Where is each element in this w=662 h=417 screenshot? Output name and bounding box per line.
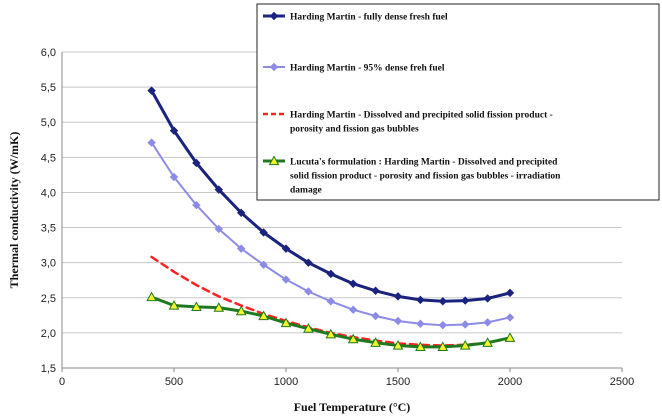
y-tick-label: 2,5 [41,293,56,305]
y-axis-title: Thermal conductivity (W/mK) [7,132,21,289]
data-point [371,286,380,295]
legend-label: damage [290,186,322,196]
data-point [460,296,470,305]
axes-layer [61,52,622,369]
data-point [235,305,247,316]
legend: Harding Martin - fully dense fresh fuel H… [256,3,660,201]
data-point [326,297,336,306]
data-point [304,287,313,296]
data-point [416,319,425,328]
y-tick-label: 2,0 [41,328,56,340]
x-tick-label: 500 [165,376,183,388]
data-point [415,341,426,352]
legend-box [256,3,660,201]
data-point [460,320,470,329]
data-point [258,310,269,321]
legend-label: Lucuta's formulation : Harding Martin - … [290,158,558,168]
data-point [438,297,448,306]
data-point [303,323,314,333]
y-tick-label: 3,0 [41,258,56,270]
data-point [348,279,358,288]
y-tick-label: 1,5 [41,363,56,375]
data-point [236,208,246,218]
data-point [259,260,268,269]
data-point [505,288,515,298]
data-point [191,301,202,312]
data-point [393,316,403,326]
data-point [483,294,492,303]
y-tick-label: 5,0 [41,117,56,129]
y-tick-label: 4,0 [41,187,56,199]
y-tick-label: 6,0 [41,47,56,59]
data-point [214,185,224,194]
data-point [236,244,246,253]
data-point [214,224,224,234]
data-point [325,328,337,339]
series-1 [147,86,515,306]
legend-entry: Harding Martin - Dissolved and precipite… [263,111,553,135]
y-tick-label: 3,5 [41,223,56,235]
data-point [483,318,492,327]
data-point [504,332,516,342]
x-tick-label: 2000 [498,376,522,388]
data-point [168,299,180,310]
data-point [371,311,380,321]
data-point [393,292,403,301]
data-point [326,269,336,279]
data-point [505,313,515,322]
data-point [213,302,225,312]
data-point [281,275,291,284]
legend-entry: Harding Martin - fully dense fresh fuel [263,11,448,23]
series-2 [147,138,515,330]
x-tick-label: 2500 [610,376,634,388]
series-layer [146,86,516,352]
legend-marker [269,62,279,72]
legend-entry: Harding Martin - 95% dense freh fuel [263,62,445,74]
data-point [280,317,292,328]
data-point [192,158,201,168]
data-point [416,295,425,305]
y-tick-label: 5,5 [41,82,56,94]
series-4 [146,291,516,352]
data-point [348,305,358,314]
legend-label: Harding Martin - fully dense fresh fuel [290,13,448,23]
data-point [147,138,156,147]
data-point [259,228,268,237]
data-point [437,341,449,352]
legend-label: Harding Martin - Dissolved and precipite… [290,111,553,121]
legend-label: solid fission product - porosity and fis… [290,172,561,182]
data-point [281,244,291,253]
x-tick-label: 0 [59,376,65,388]
legend-label: Harding Martin - 95% dense freh fuel [290,64,445,74]
data-point [392,339,404,350]
data-point [438,320,448,330]
data-point [192,200,201,210]
legend-marker [268,155,280,166]
data-point [169,172,179,182]
data-point [347,333,359,344]
x-axis-title: Fuel Temperature (°C) [294,400,411,414]
y-tick-label: 4,5 [41,152,56,164]
data-point [482,337,493,347]
data-point [459,339,471,350]
legend-label: porosity and fission gas bubbles [290,125,419,135]
x-tick-label: 1000 [274,376,298,388]
legend-entry: Lucuta's formulation : Harding Martin - … [263,155,561,196]
data-point [169,126,179,135]
tick-labels: 1,5 2,0 2,5 3,0 3,5 4,0 4,5 5,0 5,5 6,0 0 500 1000 15… [41,47,635,388]
x-tick-label: 1500 [386,376,410,388]
legend-marker [269,11,279,21]
data-point [146,291,157,302]
data-point [304,258,313,267]
data-point [147,86,156,95]
data-point [370,337,381,347]
